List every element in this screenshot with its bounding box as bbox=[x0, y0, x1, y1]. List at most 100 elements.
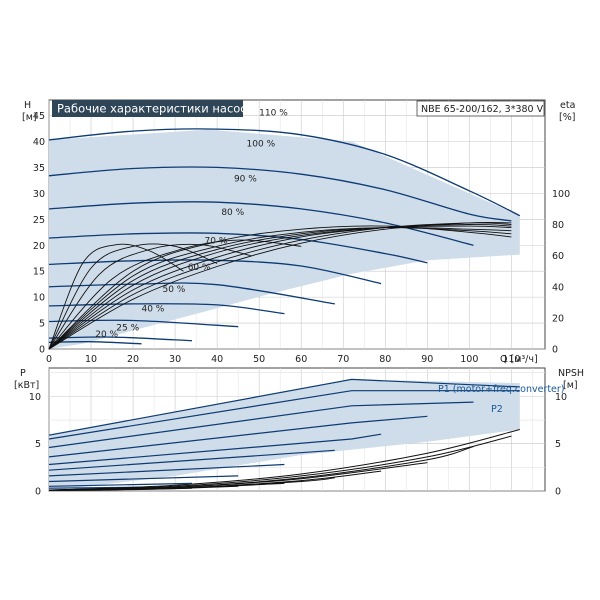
efficiency-curve-3 bbox=[48, 226, 512, 350]
npsh-curves bbox=[48, 429, 520, 491]
head-curve-5 bbox=[48, 259, 382, 285]
power-curve-4 bbox=[48, 415, 428, 458]
top-panel: 110 %100 %90 %80 %70 %60 %50 %40 %25 %20… bbox=[22, 99, 575, 365]
bottom-right-tick-label: 10 bbox=[555, 392, 567, 403]
bottom-y-tick-label: 10 bbox=[29, 392, 41, 403]
curve-label-3: 90 % bbox=[234, 174, 257, 184]
curve-label-4: 80 % bbox=[221, 208, 244, 218]
title-box bbox=[52, 100, 243, 117]
bottom-y-tick-labels: 0 5 10 bbox=[29, 392, 41, 498]
y-tick-label: 30 bbox=[33, 189, 45, 200]
top-x-tick-labels: 0 10 20 30 40 50 60 70 80 90 100 110 bbox=[46, 354, 520, 365]
right-y-tick-label: 20 bbox=[552, 313, 564, 324]
y-axis-unit-p: [кВт] bbox=[14, 380, 39, 391]
right-y-tick-label: 0 bbox=[552, 345, 558, 356]
top-right-tick-labels: 0 20 40 60 80 100 bbox=[552, 189, 570, 356]
y-tick-label: 15 bbox=[33, 267, 45, 278]
x-tick-label: 110 bbox=[502, 354, 520, 365]
curve-label-1: 110 % bbox=[259, 109, 288, 119]
top-curve-labels: 110 % 100 % 90 % 80 % 70 % 60 % 50 % 40 %25 %20… bbox=[95, 109, 288, 341]
efficiency-curve-10 bbox=[48, 243, 218, 350]
power-curve-5 bbox=[48, 433, 382, 466]
right-y-tick-label: 80 bbox=[552, 220, 564, 231]
efficiency-curve-11 bbox=[48, 243, 184, 350]
right-y-tick-label: 60 bbox=[552, 251, 564, 262]
bottom-operating-area bbox=[49, 379, 520, 491]
x-tick-label: 90 bbox=[421, 354, 433, 365]
npsh-curve-1 bbox=[48, 429, 520, 491]
x-tick-label: 20 bbox=[127, 354, 139, 365]
y-tick-label: 20 bbox=[33, 241, 45, 252]
y-axis-label-eta: eta bbox=[560, 100, 575, 111]
y-axis-label-p: P bbox=[20, 368, 26, 379]
top-efficiency-curves bbox=[48, 222, 512, 350]
x-tick-label: 50 bbox=[253, 354, 265, 365]
bottom-right-tick-label: 5 bbox=[555, 439, 561, 450]
y-axis-unit-npsh: [м] bbox=[563, 380, 578, 391]
top-operating-area bbox=[49, 129, 520, 349]
bottom-panel: 0 5 10 0 5 10 P [кВт] NPSH [м] P1 (motor+fre… bbox=[14, 367, 584, 498]
x-tick-label: 10 bbox=[85, 354, 97, 365]
x-tick-label: 0 bbox=[46, 354, 52, 365]
y-tick-label: 5 bbox=[39, 319, 45, 330]
power-curve-3 bbox=[48, 401, 474, 449]
bottom-right-tick-label: 0 bbox=[555, 487, 561, 498]
x-tick-label: 70 bbox=[337, 354, 349, 365]
power-curve-1 bbox=[48, 378, 520, 436]
x-tick-label: 40 bbox=[211, 354, 223, 365]
y-tick-label: 10 bbox=[33, 293, 45, 304]
y-axis-label-h: H bbox=[24, 100, 31, 111]
power-curve-9 bbox=[48, 482, 192, 487]
power-curve-6 bbox=[48, 449, 335, 471]
power-curves bbox=[48, 378, 520, 489]
curve-label-2: 100 % bbox=[247, 140, 276, 150]
npsh-curve-10 bbox=[48, 488, 142, 491]
curve-label-9: 25 % bbox=[116, 323, 139, 333]
head-curve-7 bbox=[48, 303, 285, 315]
bottom-y-tick-label: 0 bbox=[35, 487, 41, 498]
head-curve-1 bbox=[48, 128, 521, 217]
head-curve-2 bbox=[48, 166, 512, 222]
y-tick-label: 0 bbox=[39, 345, 45, 356]
y-axis-unit-eta: [%] bbox=[559, 112, 575, 123]
x-tick-label: 100 bbox=[460, 354, 478, 365]
curve-label-6: 60 % bbox=[188, 263, 211, 273]
head-curve-8 bbox=[48, 319, 239, 328]
curve-label-8: 40 % bbox=[141, 305, 164, 315]
bottom-y-tick-label: 5 bbox=[35, 439, 41, 450]
efficiency-curve-1 bbox=[48, 225, 512, 350]
x-tick-label: 30 bbox=[169, 354, 181, 365]
legend-p2: P2 bbox=[491, 404, 503, 415]
x-tick-label: 80 bbox=[379, 354, 391, 365]
pump-label: NBE 65-200/162, 3*380 V bbox=[421, 104, 544, 115]
top-head-curves bbox=[48, 128, 521, 345]
efficiency-curve-7 bbox=[48, 222, 512, 350]
right-y-tick-label: 100 bbox=[552, 189, 570, 200]
curve-label-7: 50 % bbox=[162, 285, 185, 295]
npsh-curve-2 bbox=[48, 435, 512, 491]
head-curve-3 bbox=[48, 201, 474, 246]
right-y-tick-label: 40 bbox=[552, 282, 564, 293]
curve-label-5: 70 % bbox=[205, 237, 228, 247]
bottom-right-tick-labels: 0 5 10 bbox=[555, 392, 567, 498]
y-tick-label: 25 bbox=[33, 215, 45, 226]
head-curve-6 bbox=[48, 282, 335, 305]
efficiency-curve-2 bbox=[48, 227, 512, 350]
x-tick-label: 60 bbox=[295, 354, 307, 365]
efficiency-curve-4 bbox=[48, 225, 512, 350]
efficiency-curve-8 bbox=[48, 239, 302, 350]
y-tick-label: 40 bbox=[33, 137, 45, 148]
x-axis-label: Q [м³/ч] bbox=[500, 354, 538, 365]
top-y-tick-labels: 0 5 10 15 20 25 30 35 40 45 bbox=[33, 111, 45, 355]
pump-label-box bbox=[416, 100, 545, 117]
efficiency-curve-9 bbox=[48, 243, 251, 350]
efficiency-curve-5 bbox=[48, 224, 512, 350]
chart-title: Рабочие характеристики насоса bbox=[57, 102, 254, 116]
power-curve-7 bbox=[48, 463, 285, 477]
y-axis-unit-h: [м] bbox=[22, 112, 37, 123]
y-tick-label: 45 bbox=[33, 111, 45, 122]
y-axis-label-npsh: NPSH bbox=[558, 368, 584, 379]
curve-label-10: 20 % bbox=[95, 330, 118, 340]
y-tick-label: 35 bbox=[33, 163, 45, 174]
